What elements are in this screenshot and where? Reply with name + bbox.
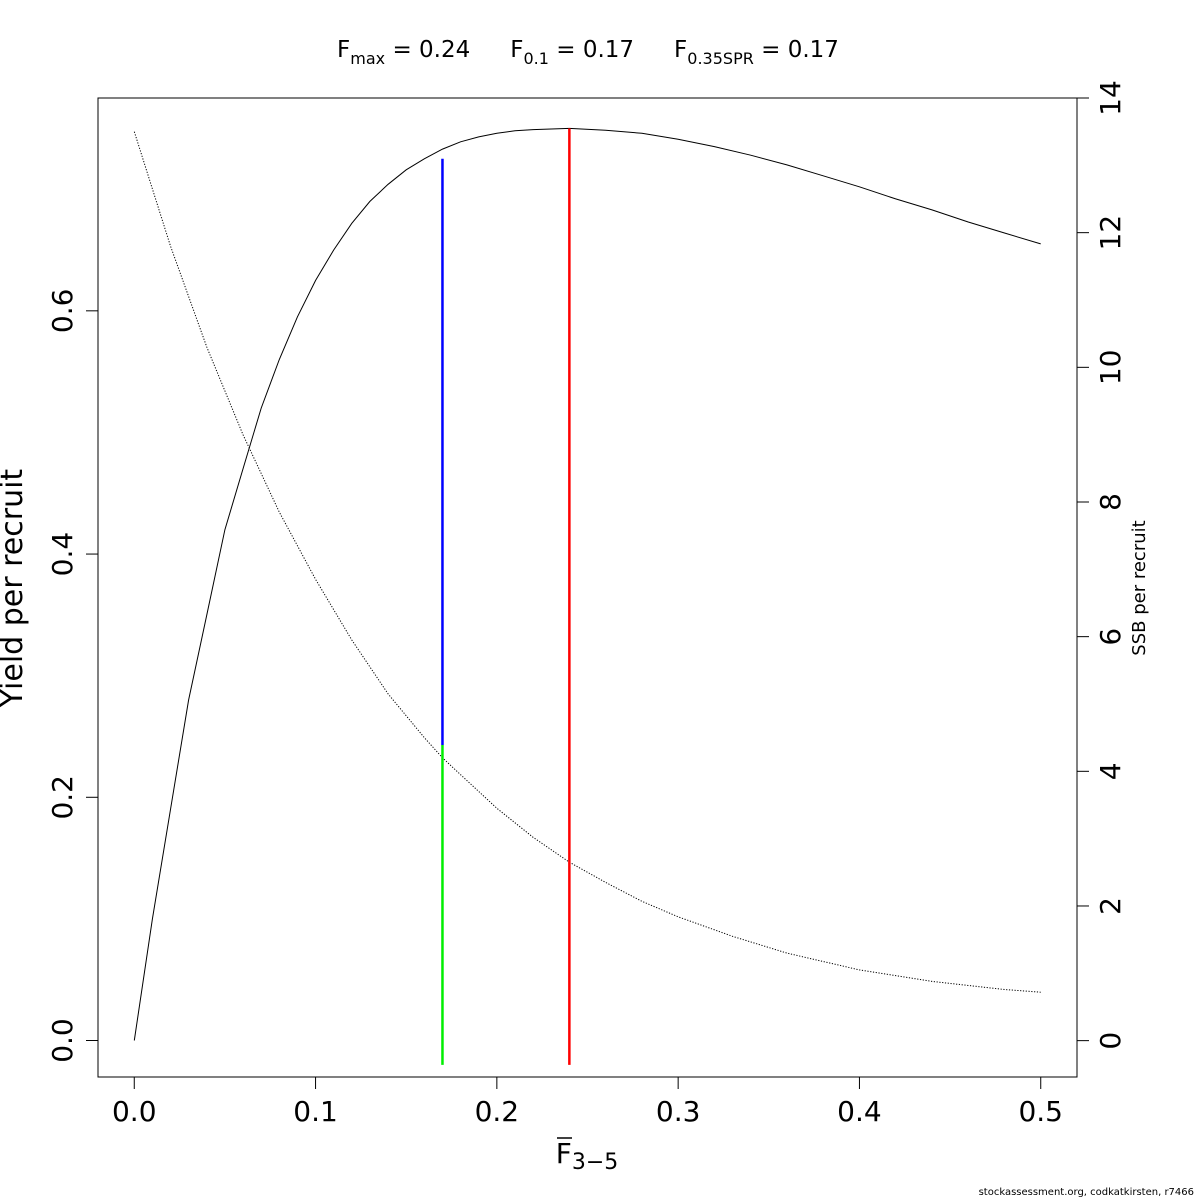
y-right-tick-label: 6	[1094, 628, 1127, 646]
fmax-value: = 0.24	[385, 37, 470, 63]
x-tick-label: 0.4	[837, 1095, 882, 1128]
y-axis-right-title: SSB per recruit	[1129, 520, 1150, 655]
x-tick-label: 0.3	[656, 1095, 701, 1128]
chart-header: Fmax = 0.24 F0.1 = 0.17 F0.35SPR = 0.17	[337, 37, 839, 68]
y-right-tick-label: 14	[1094, 80, 1127, 116]
x-axis: 0.0 0.1 0.2 0.3 0.4 0.5	[112, 1076, 1063, 1128]
y-right-tick-label: 0	[1094, 1032, 1127, 1050]
x-axis-title-subscript: 3−5	[572, 1150, 618, 1175]
x-axis-title-base: F	[556, 1137, 572, 1170]
fmax-subscript: max	[350, 49, 385, 68]
y-axis-left: 0.0 0.2 0.4 0.6	[46, 289, 99, 1063]
y-axis-right: 0 2 4 6 8 10 12 14	[1076, 80, 1127, 1050]
y-left-tick-label: 0.6	[46, 289, 79, 334]
fmax-label: F	[337, 37, 350, 63]
y-right-tick-label: 2	[1094, 897, 1127, 915]
y-right-tick-label: 10	[1094, 350, 1127, 386]
reference-lines	[441, 128, 571, 1065]
x-tick-label: 0.1	[293, 1095, 338, 1128]
x-tick-label: 0.2	[475, 1095, 520, 1128]
plot-frame	[97, 97, 1078, 1078]
x-axis-title: F3−5	[556, 1137, 619, 1175]
series-layer	[133, 127, 1041, 1041]
y-axis-left-title: Yield per recruit	[0, 469, 30, 709]
x-tick-label: 0.5	[1018, 1095, 1063, 1128]
y-left-tick-label: 0.2	[46, 775, 79, 820]
y-right-tick-label: 4	[1094, 762, 1127, 780]
fspr-label: F	[674, 37, 687, 63]
y-left-tick-label: 0.4	[46, 532, 79, 577]
ssb-per-recruit-line	[133, 131, 1041, 993]
fspr-subscript: 0.35SPR	[687, 49, 754, 68]
f01-subscript: 0.1	[523, 49, 548, 68]
f01-label: F	[510, 37, 523, 63]
fspr-value: = 0.17	[754, 37, 839, 63]
yield-per-recruit-line	[133, 127, 1041, 1041]
f01-value: = 0.17	[549, 37, 634, 63]
y-right-tick-label: 8	[1094, 493, 1127, 511]
footer-credit: stockassessment.org, codkatkirsten, r746…	[978, 1187, 1194, 1198]
x-tick-label: 0.0	[112, 1095, 157, 1128]
y-right-tick-label: 12	[1094, 215, 1127, 251]
y-left-tick-label: 0.0	[46, 1018, 79, 1063]
